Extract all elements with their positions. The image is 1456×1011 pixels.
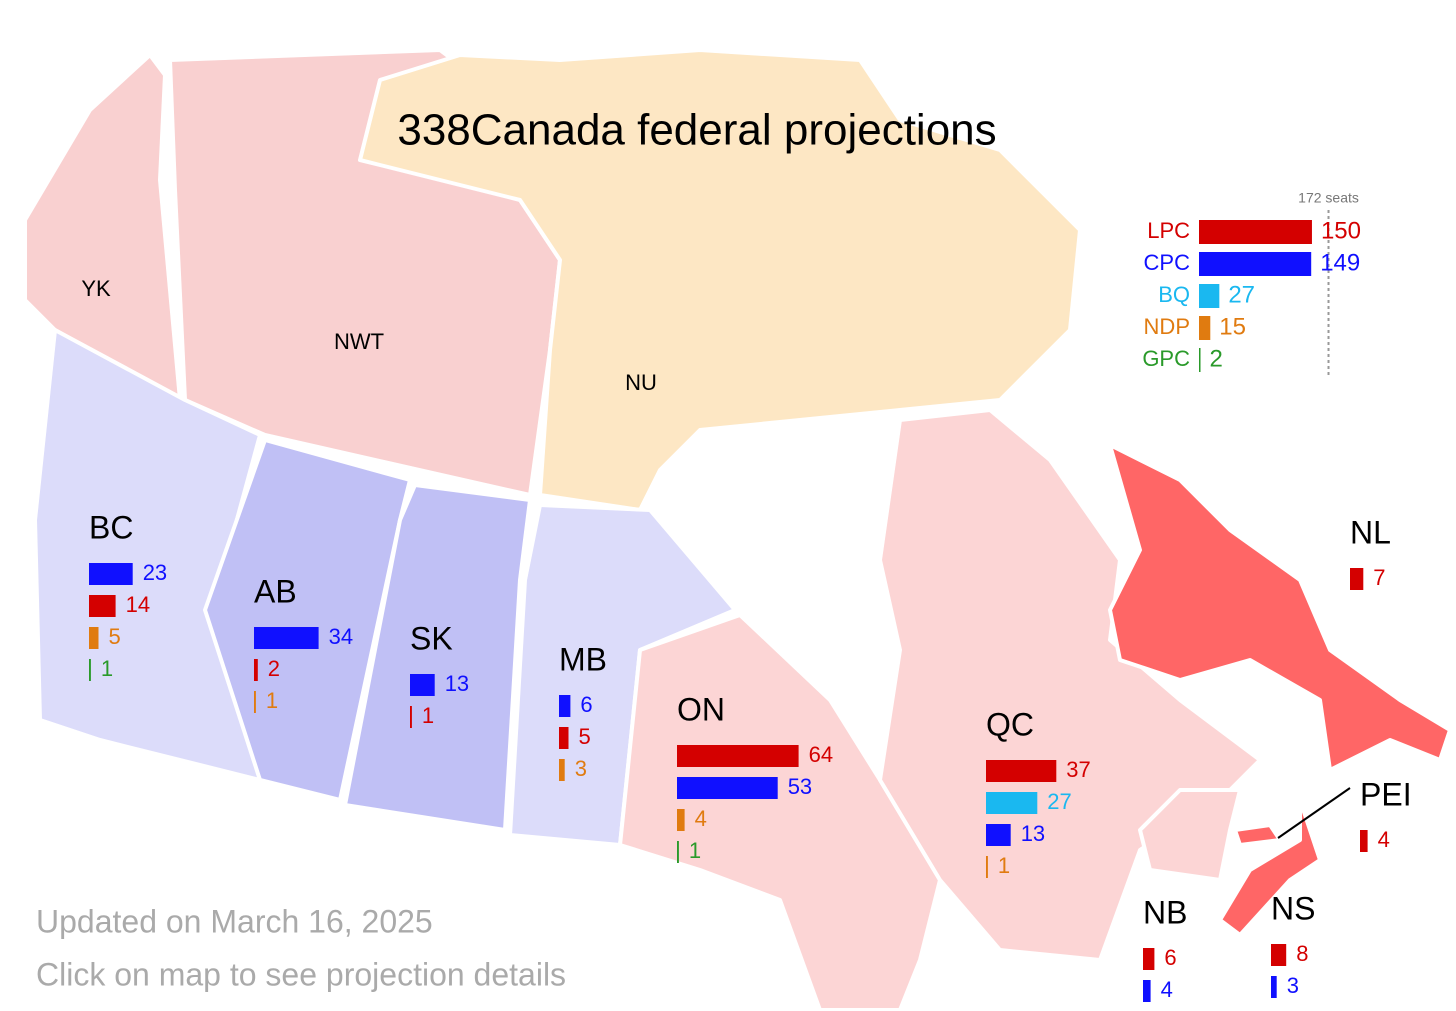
province-label: QC bbox=[986, 706, 1034, 742]
yukon[interactable] bbox=[23, 53, 182, 402]
seat-bar bbox=[677, 809, 685, 831]
saskatchewan[interactable] bbox=[343, 483, 532, 832]
seat-count: 149 bbox=[1320, 249, 1360, 276]
seat-count: 2 bbox=[1210, 345, 1223, 372]
seat-count: 34 bbox=[329, 624, 353, 649]
seat-bar bbox=[1271, 976, 1277, 998]
seat-bar bbox=[1271, 944, 1287, 966]
alberta[interactable] bbox=[203, 438, 412, 802]
seat-count: 14 bbox=[126, 592, 150, 617]
seat-bar bbox=[559, 759, 565, 781]
party-name: GPC bbox=[1142, 346, 1190, 371]
nunavut[interactable] bbox=[358, 48, 1082, 512]
seat-count: 27 bbox=[1047, 789, 1071, 814]
seat-bar bbox=[1143, 980, 1151, 1002]
seat-bar bbox=[1350, 568, 1364, 590]
seat-bar bbox=[986, 856, 988, 878]
party-name: CPC bbox=[1144, 250, 1191, 275]
seat-count: 64 bbox=[809, 742, 833, 767]
seat-bar bbox=[677, 777, 778, 799]
seat-bar bbox=[89, 627, 99, 649]
ontario[interactable] bbox=[618, 613, 942, 1011]
seat-count: 6 bbox=[1164, 945, 1176, 970]
seat-bar bbox=[559, 727, 569, 749]
seat-bar bbox=[89, 563, 133, 585]
seat-bar bbox=[677, 745, 799, 767]
seat-count: 23 bbox=[143, 560, 167, 585]
province-label: BC bbox=[89, 509, 133, 545]
province-label: AB bbox=[254, 573, 297, 609]
seat-count: 15 bbox=[1219, 313, 1246, 340]
seat-count: 4 bbox=[695, 806, 707, 831]
province-label: ON bbox=[677, 691, 725, 727]
seat-count: 3 bbox=[575, 756, 587, 781]
seat-count: 27 bbox=[1228, 281, 1255, 308]
nova-scotia[interactable] bbox=[1218, 798, 1322, 937]
seat-count: 1 bbox=[266, 688, 278, 713]
territory-label: NU bbox=[625, 370, 657, 395]
seat-count: 5 bbox=[109, 624, 121, 649]
newfoundland-labrador[interactable] bbox=[1108, 443, 1452, 772]
seat-count: 7 bbox=[1373, 565, 1385, 590]
hint-note: Click on map to see projection details bbox=[36, 956, 566, 992]
updated-note: Updated on March 16, 2025 bbox=[36, 903, 433, 939]
prince-edward-island[interactable] bbox=[1233, 823, 1282, 847]
pei-leader-line bbox=[1277, 787, 1351, 839]
province-label: MB bbox=[559, 641, 607, 677]
seat-count: 6 bbox=[580, 692, 592, 717]
seat-bar bbox=[1360, 830, 1368, 852]
seat-count: 37 bbox=[1066, 757, 1090, 782]
seat-count: 8 bbox=[1296, 941, 1308, 966]
seat-count: 2 bbox=[268, 656, 280, 681]
seat-bar bbox=[986, 792, 1038, 814]
seat-bar bbox=[410, 706, 412, 728]
province-label: SK bbox=[410, 620, 453, 656]
seat-count: 3 bbox=[1287, 973, 1299, 998]
seat-count: 5 bbox=[579, 724, 591, 749]
province-label: NL bbox=[1350, 514, 1391, 550]
seat-bar bbox=[677, 841, 679, 863]
seat-bar bbox=[986, 760, 1057, 782]
seat-count: 13 bbox=[1021, 821, 1045, 846]
regions bbox=[23, 48, 1452, 1011]
national-bar bbox=[1199, 252, 1312, 276]
national-bar bbox=[1199, 220, 1312, 244]
territory-label: NWT bbox=[334, 329, 384, 354]
national-bar bbox=[1199, 316, 1211, 340]
seat-bar bbox=[89, 659, 91, 681]
seat-bar bbox=[254, 691, 256, 713]
province-label: PEI bbox=[1360, 776, 1412, 812]
national-bar bbox=[1199, 284, 1220, 308]
seat-count: 150 bbox=[1321, 217, 1361, 244]
seat-count: 13 bbox=[445, 671, 469, 696]
seat-count: 1 bbox=[689, 838, 701, 863]
seat-count: 1 bbox=[422, 703, 434, 728]
party-name: LPC bbox=[1147, 218, 1190, 243]
party-name: NDP bbox=[1144, 314, 1190, 339]
seat-count: 4 bbox=[1161, 977, 1173, 1002]
seat-count: 4 bbox=[1378, 827, 1390, 852]
national-bar bbox=[1199, 348, 1201, 372]
seat-count: 1 bbox=[101, 656, 113, 681]
seat-bar bbox=[559, 695, 571, 717]
seat-bar bbox=[254, 627, 319, 649]
majority-label: 172 seats bbox=[1298, 190, 1359, 206]
new-brunswick[interactable] bbox=[1138, 788, 1242, 882]
province-label: NS bbox=[1271, 890, 1315, 926]
seat-bar bbox=[986, 824, 1011, 846]
territory-label: YK bbox=[81, 276, 111, 301]
party-name: BQ bbox=[1158, 282, 1190, 307]
seat-count: 53 bbox=[788, 774, 812, 799]
seat-bar bbox=[1143, 948, 1155, 970]
seat-bar bbox=[89, 595, 116, 617]
seat-count: 1 bbox=[998, 853, 1010, 878]
map-title: 338Canada federal projections bbox=[397, 106, 996, 155]
seat-bar bbox=[410, 674, 435, 696]
province-label: NB bbox=[1143, 894, 1187, 930]
seat-bar bbox=[254, 659, 258, 681]
